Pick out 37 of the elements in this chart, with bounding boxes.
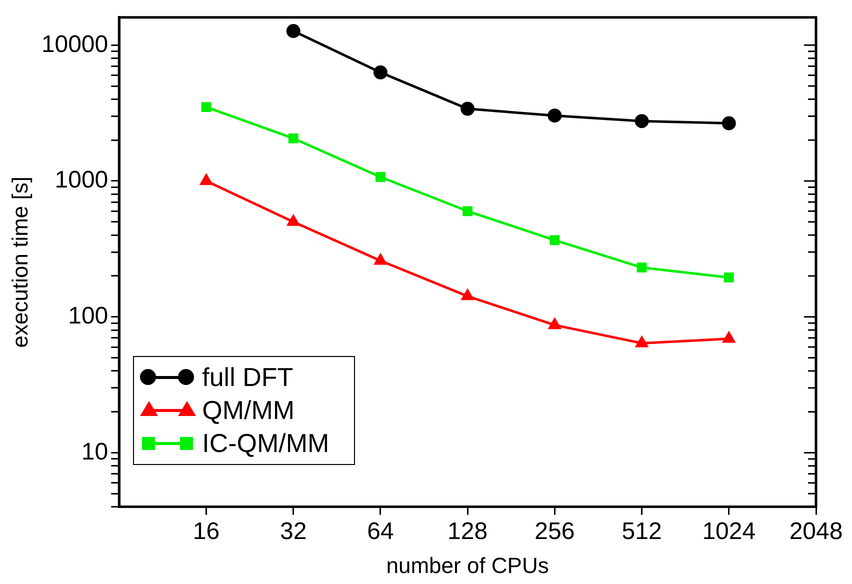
point [201,102,212,112]
point [286,24,300,38]
point [722,330,736,343]
point [286,214,300,226]
x-tick-label: 16 [192,518,220,545]
x-tick-label: 64 [367,518,394,545]
point [373,65,388,80]
legend-label: QM/MM [202,394,295,426]
legend-label: IC-QM/MM [202,428,330,459]
point [374,252,388,265]
x-tick-label: 256 [534,518,575,545]
point [550,235,560,246]
point [634,114,649,128]
x-tick-label: 128 [448,518,488,545]
y-tick-label: 1000 [54,166,108,194]
y-tick-label: 100 [68,302,108,330]
point [462,206,473,216]
point [288,133,298,144]
y-axis-title: execution time [s] [7,176,32,348]
point [199,173,214,185]
y-tick-label: 10000 [41,30,108,58]
point [548,317,562,330]
x-tick-label: 1024 [702,518,756,545]
x-tick-label: 512 [622,518,662,545]
x-tick-label: 2048 [789,518,843,545]
y-tick-label: 10 [81,438,108,466]
legend-label: full DFT [202,362,294,393]
x-tick-label: 32 [280,518,307,545]
point [634,335,649,348]
point [376,172,386,182]
point [636,262,647,272]
point [460,288,474,300]
x-axis-title: number of CPUs [386,552,549,578]
point [722,116,736,130]
point [548,108,562,123]
point [724,272,734,282]
point [460,102,475,116]
